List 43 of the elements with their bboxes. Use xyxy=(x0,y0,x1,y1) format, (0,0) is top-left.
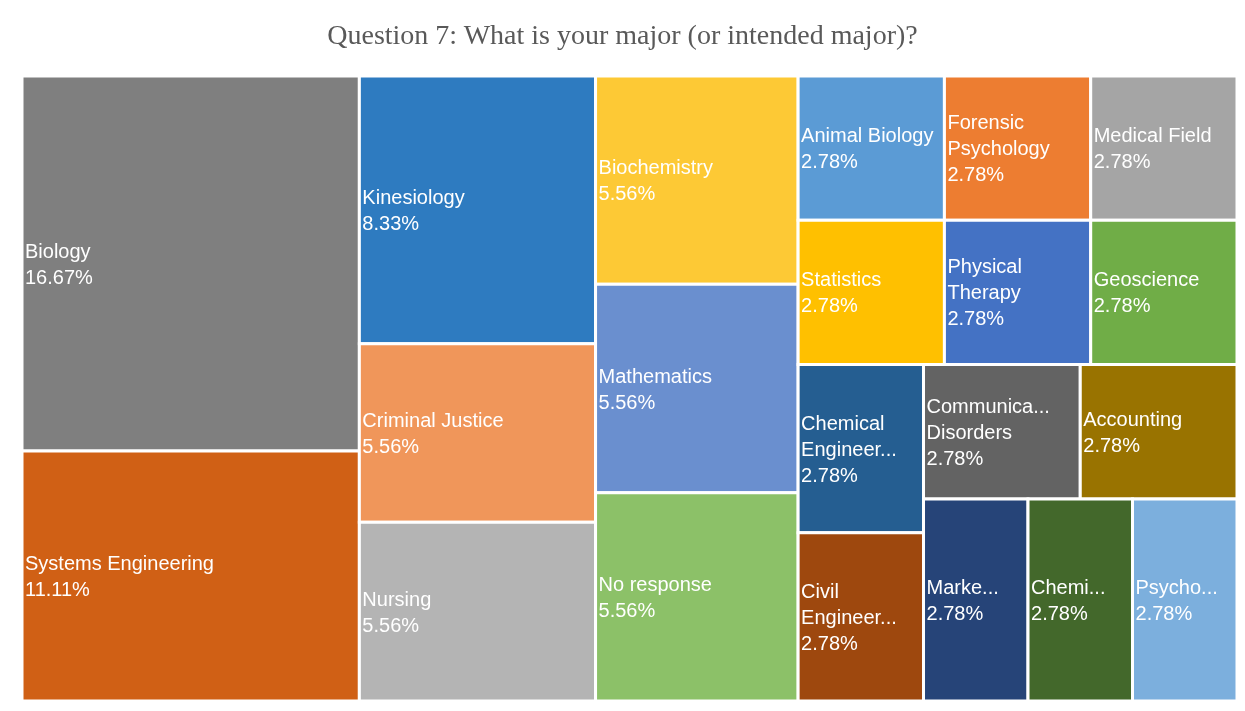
category-label: Chemi... xyxy=(1031,576,1106,599)
data-label: 8.33% xyxy=(362,211,420,234)
data-label: 2.78% xyxy=(801,150,859,173)
data-label: 2.78% xyxy=(1031,602,1088,625)
data-label: 11.11% xyxy=(25,578,91,601)
category-label: No response xyxy=(598,572,712,595)
category-label: Marke... xyxy=(926,576,999,599)
category-label: Civil Engineer... xyxy=(801,579,897,628)
data-label: 2.78% xyxy=(926,446,984,469)
data-label: 2.78% xyxy=(926,602,984,625)
category-label: Nursing xyxy=(362,587,432,610)
category-label: Biology xyxy=(25,239,91,262)
data-label: 5.56% xyxy=(362,435,420,458)
category-label: Statistics xyxy=(801,268,882,291)
data-label: 2.78% xyxy=(801,294,859,317)
category-label: Kinesiology xyxy=(362,185,465,208)
category-label: Physical Therapy xyxy=(947,255,1022,304)
category-label: Criminal Justice xyxy=(362,409,504,432)
data-label: 16.67% xyxy=(25,265,94,288)
category-label: Medical Field xyxy=(1093,124,1212,147)
text: Question 7: What is your major (or intended major)? xyxy=(327,19,918,51)
data-label: 2.78% xyxy=(801,631,859,654)
category-label: Forensic Psychology xyxy=(947,111,1050,160)
data-label: 2.78% xyxy=(801,463,859,486)
category-label: Biochemistry xyxy=(598,156,714,179)
category-label: Accounting xyxy=(1083,407,1183,430)
data-label: 2.78% xyxy=(1093,150,1151,173)
data-label: 5.56% xyxy=(598,598,656,621)
data-label: 2.78% xyxy=(947,307,1005,330)
data-label: 5.56% xyxy=(598,182,656,205)
category-label: Systems Engineering xyxy=(25,552,214,575)
data-label: 2.78% xyxy=(1135,602,1193,625)
category-label: Psycho... xyxy=(1135,576,1218,599)
data-label: 2.78% xyxy=(1083,433,1141,456)
category-label: Mathematics xyxy=(598,364,712,387)
category-label: Geoscience xyxy=(1093,268,1200,291)
data-label: 5.56% xyxy=(362,613,420,636)
category-label: Chemical Engineer... xyxy=(801,411,897,460)
data-label: 2.78% xyxy=(1093,294,1151,317)
data-label: 5.56% xyxy=(598,390,656,413)
category-label: Animal Biology xyxy=(801,124,934,147)
category-label: Communica... Disorders xyxy=(926,394,1050,443)
data-label: 2.78% xyxy=(947,163,1005,186)
